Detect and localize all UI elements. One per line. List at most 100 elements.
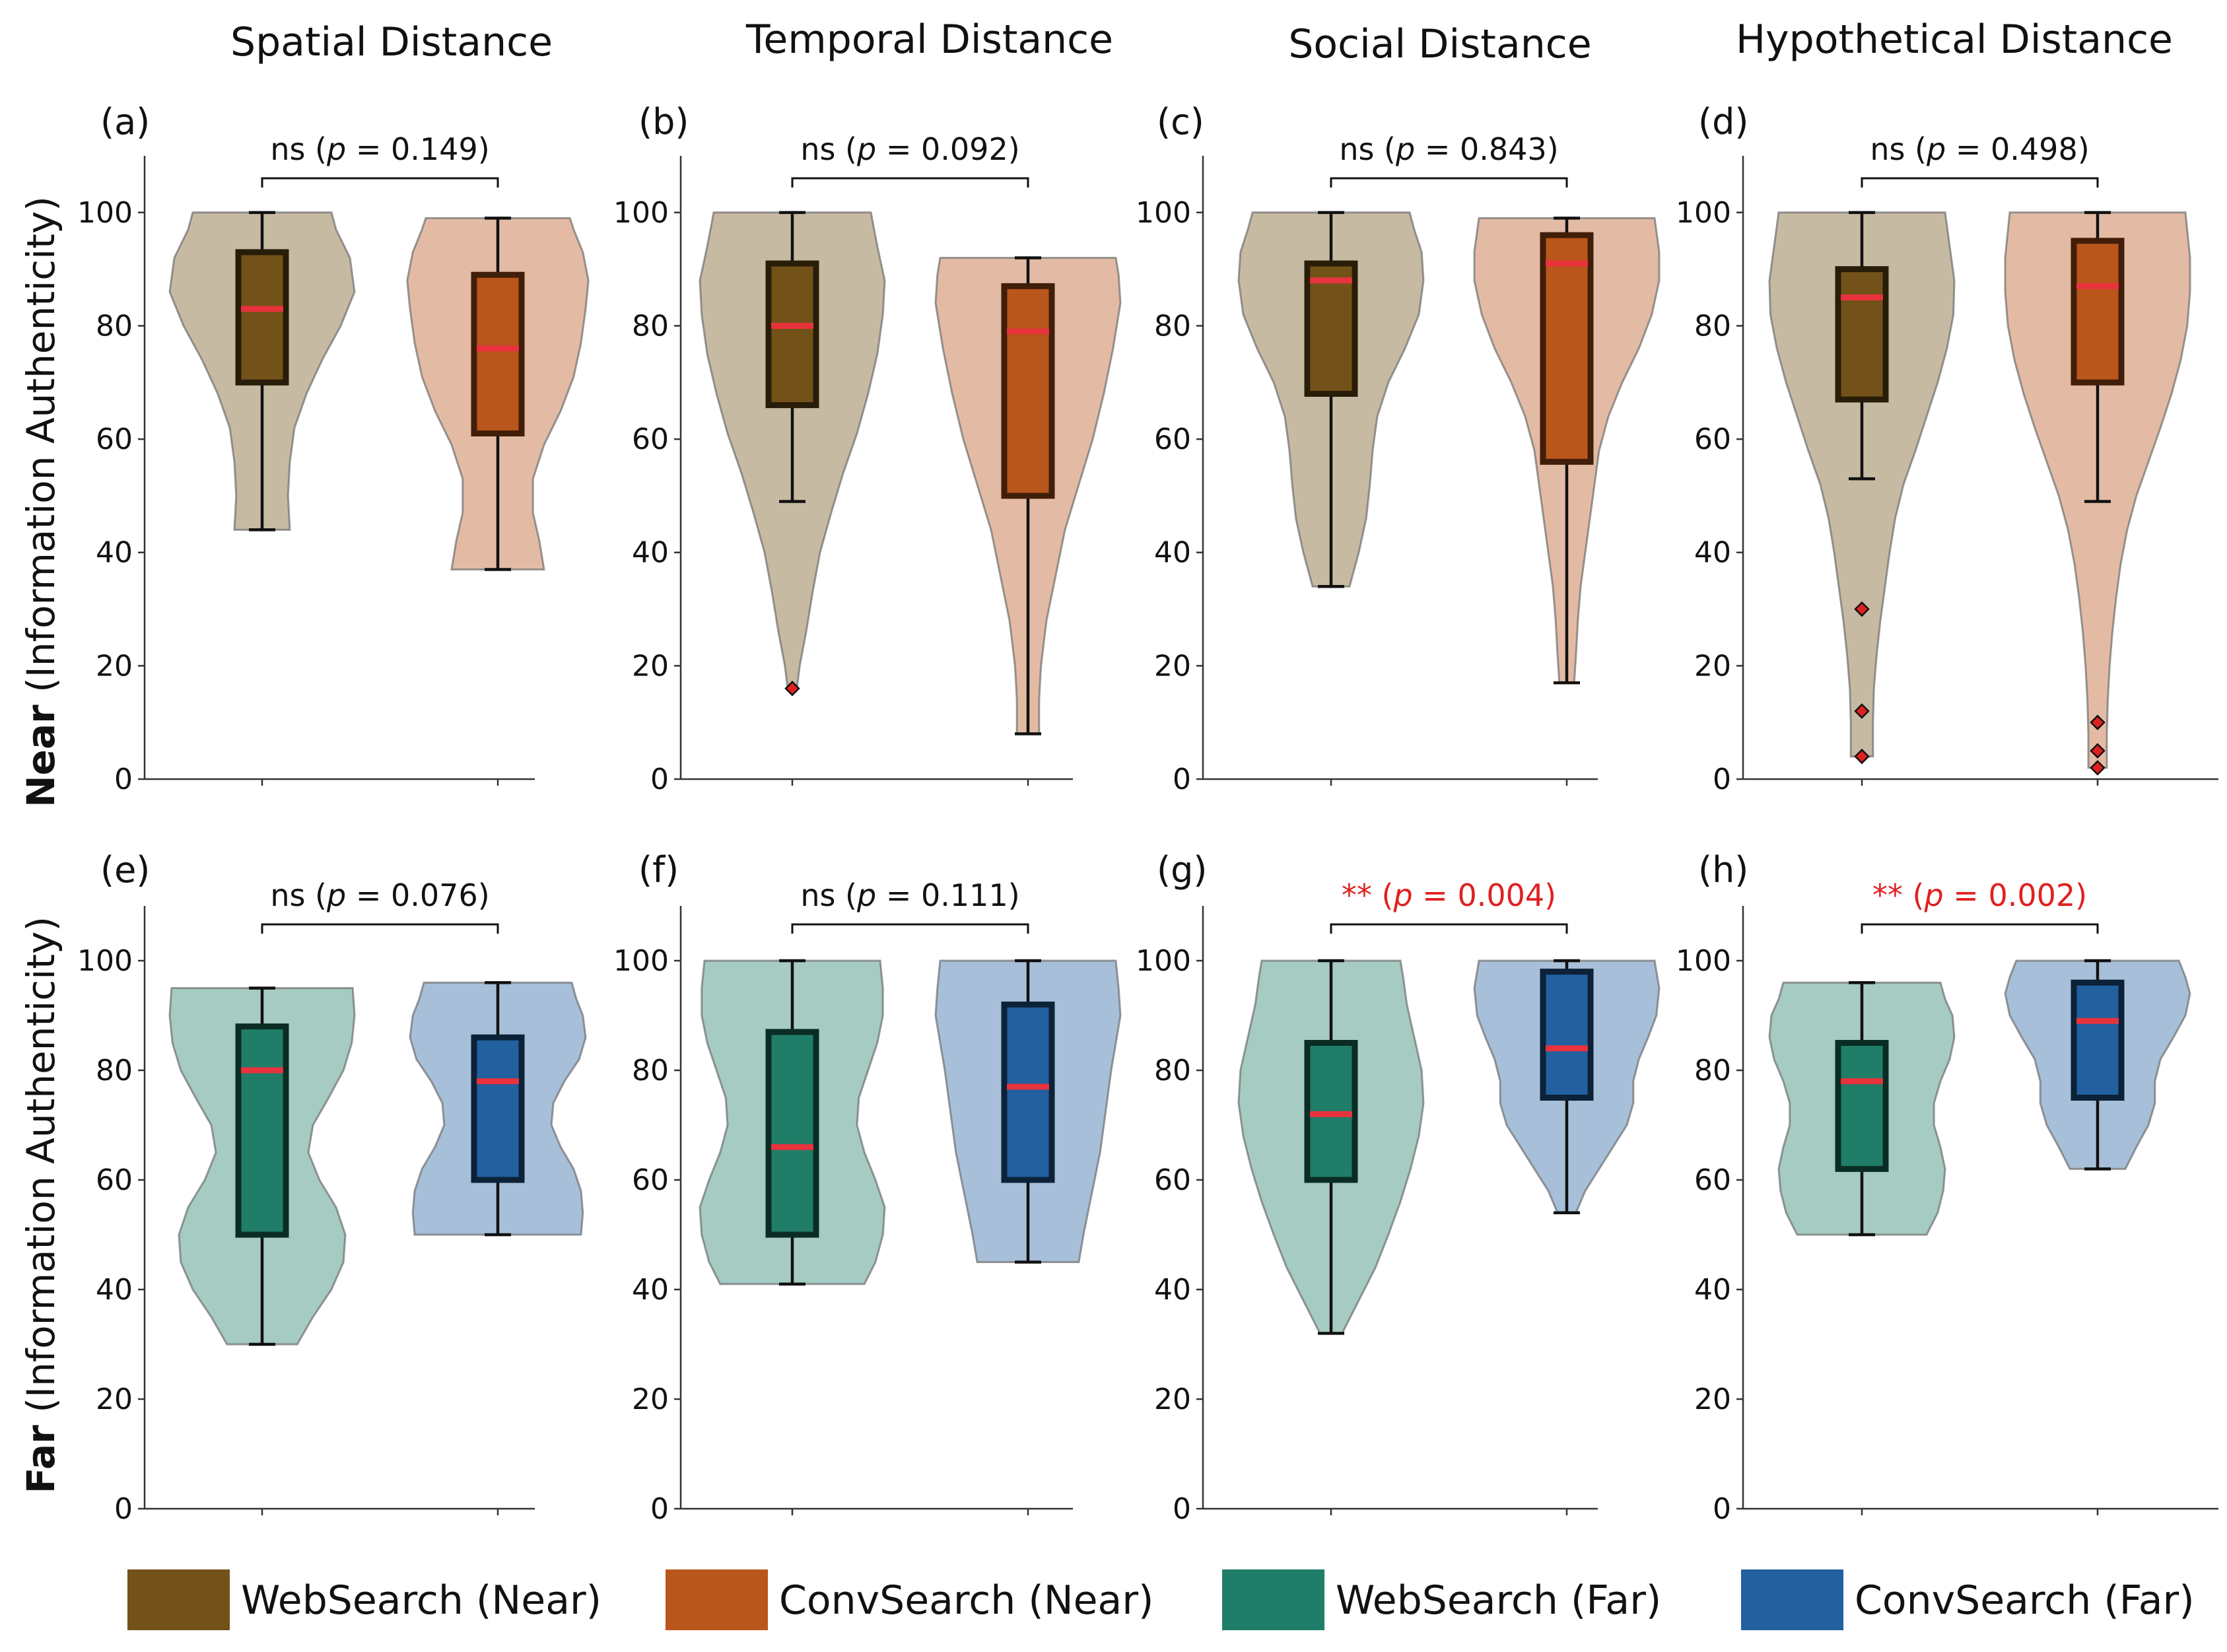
p-value: 0.004 bbox=[1457, 878, 1544, 913]
iqr-box bbox=[1835, 266, 1889, 403]
significance-close: ) bbox=[1008, 878, 1020, 913]
y-tick-label: 0 bbox=[650, 763, 669, 796]
panel-letter: (g) bbox=[1157, 849, 1207, 891]
group-websearch-near bbox=[168, 211, 356, 532]
column-title-hypothetical: Hypothetical Distance bbox=[1736, 17, 2173, 63]
panel-e: (e) 0 20 40 60 80 100 ns (p = 0.076) bbox=[77, 849, 587, 1526]
p-equals: = bbox=[1944, 878, 1989, 913]
y-tick-label: 40 bbox=[96, 1273, 133, 1307]
p-symbol: p bbox=[1395, 131, 1415, 167]
y-tick-label: 80 bbox=[96, 309, 133, 343]
iqr-box bbox=[1835, 1040, 1889, 1172]
group-convsearch-near bbox=[934, 256, 1122, 736]
group-websearch-far bbox=[1768, 981, 1956, 1237]
y-tick-label: 40 bbox=[1154, 1273, 1191, 1307]
significance-close: ) bbox=[2075, 878, 2087, 913]
outlier-point bbox=[784, 680, 800, 697]
p-value: 0.149 bbox=[391, 131, 478, 167]
significance-bracket bbox=[1330, 177, 1568, 188]
group-websearch-near bbox=[1768, 211, 1956, 765]
y-tick-label: 0 bbox=[1173, 763, 1191, 796]
y-tick-label: 0 bbox=[114, 1492, 133, 1526]
legend-swatch bbox=[666, 1569, 768, 1630]
p-symbol: p bbox=[856, 878, 876, 913]
p-symbol: p bbox=[1926, 131, 1946, 167]
p-symbol: p bbox=[326, 131, 346, 167]
iqr-box bbox=[1001, 1001, 1055, 1183]
y-tick-label: 20 bbox=[1694, 1383, 1731, 1416]
p-value: 0.843 bbox=[1460, 131, 1547, 167]
outlier-point bbox=[2090, 714, 2106, 730]
y-tick-label: 0 bbox=[650, 1492, 669, 1526]
iqr-box bbox=[2071, 238, 2125, 386]
y-tick-label: 80 bbox=[1694, 1054, 1731, 1087]
p-value: 0.111 bbox=[921, 878, 1008, 913]
iqr-box bbox=[235, 249, 289, 386]
y-tick-label: 60 bbox=[96, 1163, 133, 1197]
outlier-point bbox=[1854, 748, 1870, 765]
y-tick-label: 40 bbox=[1694, 536, 1731, 570]
p-value: 0.092 bbox=[921, 131, 1008, 167]
group-convsearch-near bbox=[2004, 211, 2191, 776]
legend-swatch bbox=[1222, 1569, 1324, 1630]
significance-label: ns (p = 0.843) bbox=[1339, 131, 1558, 167]
row-label-far: Far (Information Authenticity) bbox=[18, 916, 63, 1494]
legend: WebSearch (Near) ConvSearch (Near) WebSear… bbox=[127, 1569, 2195, 1630]
significance-label: ** (p = 0.002) bbox=[1872, 878, 2087, 913]
p-equals: = bbox=[346, 131, 391, 167]
y-tick-label: 80 bbox=[96, 1054, 133, 1087]
y-tick-label: 100 bbox=[77, 944, 133, 978]
panel-letter: (b) bbox=[638, 101, 689, 143]
p-symbol: p bbox=[1392, 878, 1412, 913]
significance-marker: ns bbox=[800, 131, 835, 167]
panel-c: (c) 0 20 40 60 80 100 ns (p = 0.843) bbox=[1136, 101, 1661, 796]
y-tick-label: 100 bbox=[1136, 196, 1191, 230]
significance-open: ( bbox=[305, 131, 327, 167]
y-tick-label: 0 bbox=[1173, 1492, 1191, 1526]
y-tick-label: 60 bbox=[1154, 423, 1191, 456]
p-equals: = bbox=[1413, 878, 1458, 913]
p-value: 0.498 bbox=[1991, 131, 2078, 167]
legend-label: WebSearch (Near) bbox=[241, 1577, 601, 1624]
iqr-box bbox=[765, 1029, 819, 1238]
y-tick-label: 80 bbox=[1154, 309, 1191, 343]
group-websearch-far bbox=[168, 986, 356, 1346]
iqr-box bbox=[1001, 283, 1055, 499]
significance-marker: ns bbox=[800, 878, 835, 913]
y-tick-label: 40 bbox=[96, 536, 133, 570]
y-tick-label: 60 bbox=[1694, 423, 1731, 456]
y-tick-label: 80 bbox=[632, 1054, 669, 1087]
significance-marker: ns bbox=[270, 131, 305, 167]
y-tick-label: 60 bbox=[1154, 1163, 1191, 1197]
significance-open: ( bbox=[835, 878, 857, 913]
row-label-far-bold: Far bbox=[18, 1425, 63, 1494]
significance-label: ns (p = 0.111) bbox=[800, 878, 1019, 913]
y-tick-label: 40 bbox=[632, 1273, 669, 1307]
significance-label: ns (p = 0.149) bbox=[270, 131, 489, 167]
significance-close: ) bbox=[1547, 131, 1559, 167]
panel-letter: (d) bbox=[1698, 101, 1748, 143]
significance-label: ns (p = 0.092) bbox=[800, 131, 1019, 167]
p-symbol: p bbox=[1923, 878, 1943, 913]
y-tick-label: 100 bbox=[613, 196, 669, 230]
legend-swatch bbox=[127, 1569, 230, 1630]
significance-marker: ns bbox=[270, 878, 305, 913]
group-websearch-near bbox=[1237, 211, 1425, 588]
panel-letter: (a) bbox=[100, 101, 150, 143]
significance-open: ( bbox=[305, 878, 327, 913]
significance-label: ** (p = 0.004) bbox=[1342, 878, 1556, 913]
row-label-near-bold: Near bbox=[18, 705, 63, 808]
iqr-box bbox=[1540, 232, 1594, 465]
row-label-far-rest: (Information Authenticity) bbox=[18, 916, 63, 1425]
significance-marker: ** bbox=[1872, 878, 1903, 913]
significance-open: ( bbox=[1372, 878, 1394, 913]
p-value: 0.002 bbox=[1988, 878, 2075, 913]
iqr-box bbox=[2071, 979, 2125, 1101]
column-title-spatial: Spatial Distance bbox=[230, 19, 553, 65]
y-tick-label: 0 bbox=[1713, 763, 1731, 796]
significance-bracket bbox=[1330, 923, 1568, 934]
outlier-point bbox=[1854, 601, 1870, 617]
y-tick-label: 0 bbox=[1713, 1492, 1731, 1526]
iqr-box bbox=[1304, 260, 1358, 397]
y-tick-label: 0 bbox=[114, 763, 133, 796]
